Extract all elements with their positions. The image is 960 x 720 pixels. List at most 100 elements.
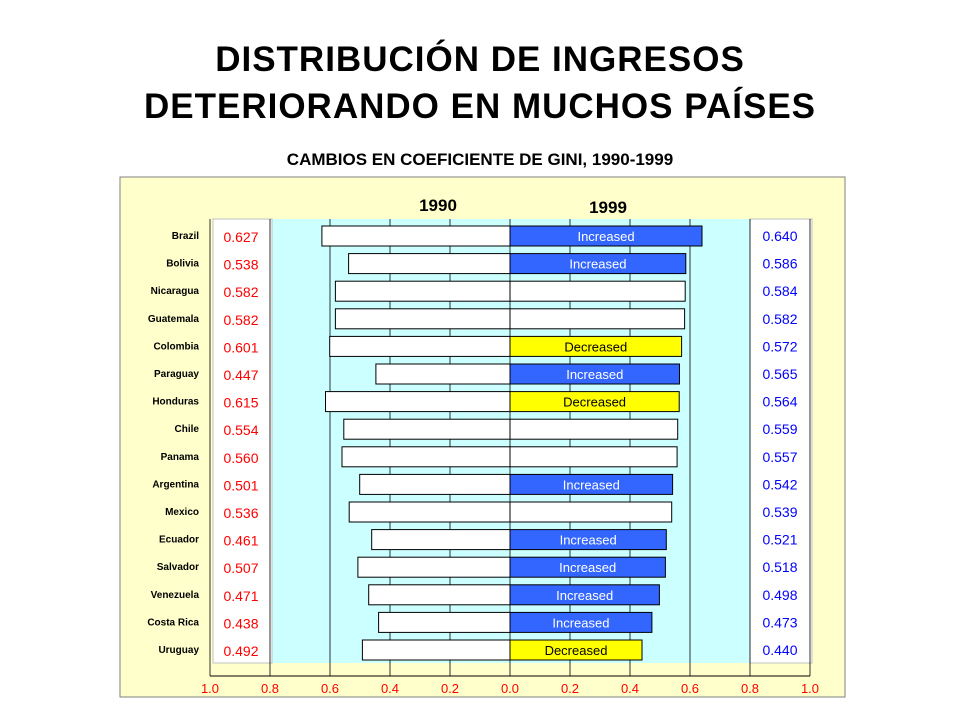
bar-1990: [378, 611, 511, 633]
title-line-2: DETERIORANDO EN MUCHOS PAÍSES: [143, 87, 817, 126]
value-label-1990: 0.560: [223, 450, 258, 466]
bar-1990: [321, 225, 511, 247]
value-label-1990: 0.615: [223, 395, 258, 411]
bar-1999: [509, 363, 680, 385]
country-label: Chile: [175, 424, 200, 435]
x-tick-label: 0.2: [441, 681, 459, 696]
left-value-column: [212, 218, 273, 664]
bar-1990: [371, 529, 511, 551]
country-label: Ecuador: [159, 535, 199, 546]
country-label: Nicaragua: [151, 286, 200, 297]
bar-1999: [509, 308, 686, 330]
bar-1990: [334, 308, 511, 330]
value-label-1999: 0.440: [762, 642, 797, 658]
value-label-1990: 0.471: [223, 588, 258, 604]
value-label-1999: 0.559: [762, 421, 797, 437]
bar-1990: [329, 335, 511, 357]
bar-1990: [357, 556, 511, 578]
value-label-1990: 0.538: [223, 257, 258, 273]
bar-1990: [368, 584, 511, 606]
country-label: Salvador: [157, 562, 199, 573]
change-label: Increased: [556, 588, 613, 603]
x-tick-label: 0.6: [321, 681, 339, 696]
value-label-1999: 0.542: [762, 476, 797, 492]
change-label: Increased: [563, 477, 620, 492]
country-label: Argentina: [152, 479, 199, 490]
value-label-1990: 0.501: [223, 477, 258, 493]
change-label: Decreased: [563, 395, 626, 410]
x-tick-label: 0.6: [681, 681, 699, 696]
change-label: Increased: [552, 615, 609, 630]
year-label-1999: 1999: [589, 198, 627, 217]
change-label: Increased: [566, 367, 623, 382]
value-label-1999: 0.572: [762, 338, 797, 354]
value-label-1999: 0.539: [762, 504, 797, 520]
country-label: Honduras: [152, 397, 199, 408]
change-label: Decreased: [564, 339, 627, 354]
country-label: Mexico: [165, 507, 199, 518]
bar-1990: [375, 363, 511, 385]
value-label-1999: 0.518: [762, 559, 797, 575]
value-label-1999: 0.565: [762, 366, 797, 382]
bar-1990: [359, 473, 511, 495]
value-label-1990: 0.554: [223, 422, 258, 438]
x-tick-label: 0.4: [381, 681, 399, 696]
value-label-1990: 0.601: [223, 339, 258, 355]
bar-1999: [509, 584, 660, 606]
x-tick-label: 0.2: [561, 681, 579, 696]
bar-1990: [348, 501, 511, 523]
value-label-1990: 0.627: [223, 229, 258, 245]
x-tick-label: 1.0: [801, 681, 819, 696]
value-label-1990: 0.438: [223, 615, 258, 631]
change-label: Increased: [569, 257, 626, 272]
value-label-1999: 0.557: [762, 449, 797, 465]
value-label-1999: 0.498: [762, 587, 797, 603]
value-label-1990: 0.582: [223, 284, 258, 300]
value-label-1999: 0.582: [762, 311, 797, 327]
chart-subtitle: CAMBIOS EN COEFICIENTE DE GINI, 1990-199…: [286, 150, 674, 169]
change-label: Increased: [560, 533, 617, 548]
value-label-1999: 0.586: [762, 256, 797, 272]
bar-1999: [509, 225, 703, 247]
change-label: Increased: [559, 560, 616, 575]
change-label: Decreased: [545, 643, 608, 658]
year-label-1990: 1990: [419, 196, 457, 215]
x-tick-label: 0.4: [621, 681, 639, 696]
value-label-1999: 0.521: [762, 532, 797, 548]
bar-1990: [343, 418, 511, 440]
value-label-1990: 0.447: [223, 367, 258, 383]
change-label: Increased: [577, 229, 634, 244]
x-tick-label: 0.8: [741, 681, 759, 696]
bar-1990: [325, 391, 511, 413]
value-label-1999: 0.640: [762, 228, 797, 244]
chart-title: DISTRIBUCIÓN DE INGRESOS DETERIORANDO EN…: [0, 36, 960, 130]
value-label-1990: 0.492: [223, 643, 258, 659]
bar-1999: [509, 556, 666, 578]
x-tick-label: 0.8: [261, 681, 279, 696]
country-label: Costa Rica: [147, 617, 199, 628]
value-label-1990: 0.507: [223, 560, 258, 576]
bar-1990: [348, 253, 511, 275]
country-label: Uruguay: [158, 645, 199, 656]
bar-1999: [509, 253, 687, 275]
value-label-1990: 0.461: [223, 533, 258, 549]
bar-1990: [361, 639, 511, 661]
country-label: Colombia: [153, 341, 199, 352]
bar-1999: [509, 446, 678, 468]
country-label: Guatemala: [148, 314, 200, 325]
bar-1990: [341, 446, 511, 468]
bar-1999: [509, 611, 653, 633]
right-value-column: [749, 218, 813, 664]
country-label: Bolivia: [166, 259, 199, 270]
country-label: Paraguay: [154, 369, 199, 380]
title-line-1: DISTRIBUCIÓN DE INGRESOS: [215, 40, 745, 79]
x-tick-label: 1.0: [201, 681, 219, 696]
country-label: Brazil: [172, 231, 199, 242]
value-label-1999: 0.473: [762, 614, 797, 630]
value-label-1990: 0.536: [223, 505, 258, 521]
bar-1999: [509, 418, 679, 440]
x-tick-label: 0.0: [501, 681, 519, 696]
bar-1999: [509, 529, 667, 551]
value-label-1999: 0.564: [762, 394, 797, 410]
